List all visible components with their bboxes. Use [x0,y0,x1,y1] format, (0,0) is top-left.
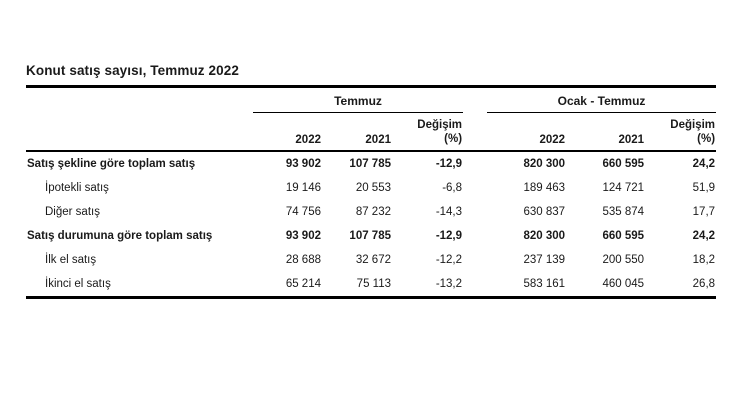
table-row-ilk-el-satis: İlk el satış 28 688 32 672 -12,2 237 139… [26,248,716,272]
cell-ocak-temmuz-change: 18,2 [692,254,716,266]
group-header-ocak-temmuz: Ocak - Temmuz [487,86,717,113]
cell-ocak-temmuz-2021: 660 595 [602,230,645,242]
column-gap [463,151,487,176]
cell-ocak-temmuz-2022: 820 300 [523,230,566,242]
cell-ocak-temmuz-change: 26,8 [692,278,716,290]
row-label: İlk el satış [45,254,97,266]
cell-temmuz-2022: 19 146 [285,182,321,194]
cell-temmuz-2021: 75 113 [356,278,391,290]
cell-ocak-temmuz-2021: 124 721 [602,182,645,194]
change-label: Değişim [417,119,463,131]
cell-temmuz-change: -12,9 [435,230,463,242]
page-title: Konut satış sayısı, Temmuz 2022 [26,63,239,78]
cell-ocak-temmuz-2022: 820 300 [523,158,566,170]
column-gap [463,248,487,272]
row-label: İpotekli satış [45,182,109,194]
row-label: Satış şekline göre toplam satış [27,158,196,170]
column-gap [463,200,487,224]
column-gap [463,87,487,113]
cell-temmuz-change: -14,3 [435,206,463,218]
cell-ocak-temmuz-2021: 660 595 [602,158,645,170]
cell-ocak-temmuz-change: 51,9 [692,182,716,194]
corner-cell [26,87,253,113]
cell-temmuz-2022: 93 902 [285,230,321,242]
row-label: İkinci el satış [45,278,111,290]
cell-temmuz-2022: 93 902 [285,158,321,170]
cell-ocak-temmuz-change: 17,7 [692,206,716,218]
column-gap [463,224,487,248]
cell-temmuz-change: -12,2 [435,254,463,266]
cell-temmuz-2022: 28 688 [285,254,321,266]
cell-ocak-temmuz-2021: 460 045 [602,278,645,290]
change-label: Değişim [670,119,716,131]
cell-ocak-temmuz-2022: 237 139 [523,254,566,266]
cell-ocak-temmuz-2022: 583 161 [523,278,566,290]
column-gap [463,272,487,298]
group-header-row: Temmuz Ocak - Temmuz [26,86,717,113]
table-row-satis-durumuna-toplam: Satış durumuna göre toplam satış 93 902 … [26,224,716,248]
table-row-ikinci-el-satis: İkinci el satış 65 214 75 113 -13,2 583 … [26,272,716,298]
ocak-temmuz-change-header: Değişim (%) [645,112,717,152]
cell-ocak-temmuz-2021: 535 874 [602,206,645,218]
temmuz-2021-header: 2021 [322,112,392,152]
column-gap [463,176,487,200]
table-row-satis-sekline-toplam: Satış şekline göre toplam satış 93 902 1… [26,151,716,176]
cell-temmuz-change: -6,8 [442,182,463,194]
table-row-diger-satis: Diğer satış 74 756 87 232 -14,3 630 837 … [26,200,716,224]
cell-ocak-temmuz-2022: 630 837 [523,206,566,218]
row-label: Satış durumuna göre toplam satış [27,230,213,242]
column-header-row: 2022 2021 Değişim (%) 2022 2021 Değişim … [26,112,717,152]
cell-ocak-temmuz-2021: 200 550 [602,254,645,266]
ocak-temmuz-2021-header: 2021 [566,112,646,152]
cell-temmuz-2022: 65 214 [285,278,321,290]
cell-ocak-temmuz-change: 24,2 [692,230,716,242]
change-unit: (%) [444,133,463,145]
temmuz-2022-header: 2022 [253,112,322,152]
cell-ocak-temmuz-change: 24,2 [692,158,716,170]
label-column-header [26,112,253,152]
cell-temmuz-2022: 74 756 [285,206,321,218]
temmuz-change-header: Değişim (%) [392,112,464,152]
cell-temmuz-2021: 32 672 [355,254,391,266]
cell-ocak-temmuz-2022: 189 463 [523,182,566,194]
row-label: Diğer satış [45,206,100,218]
cell-temmuz-change: -13,2 [435,278,463,290]
table-row-ipotekli-satis: İpotekli satış 19 146 20 553 -6,8 189 46… [26,176,716,200]
change-unit: (%) [697,133,716,145]
ocak-temmuz-2022-header: 2022 [487,112,567,152]
cell-temmuz-2021: 107 785 [349,158,391,170]
cell-temmuz-2021: 107 785 [349,230,391,242]
column-gap [463,112,488,152]
group-header-temmuz: Temmuz [253,86,464,113]
cell-temmuz-2021: 87 232 [355,206,391,218]
cell-temmuz-change: -12,9 [435,158,463,170]
cell-temmuz-2021: 20 553 [355,182,391,194]
housing-sales-table: Temmuz Ocak - Temmuz 2022 2021 Değişim (… [26,85,717,299]
